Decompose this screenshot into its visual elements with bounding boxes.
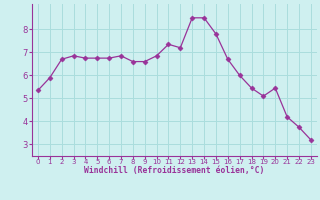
X-axis label: Windchill (Refroidissement éolien,°C): Windchill (Refroidissement éolien,°C) bbox=[84, 166, 265, 175]
